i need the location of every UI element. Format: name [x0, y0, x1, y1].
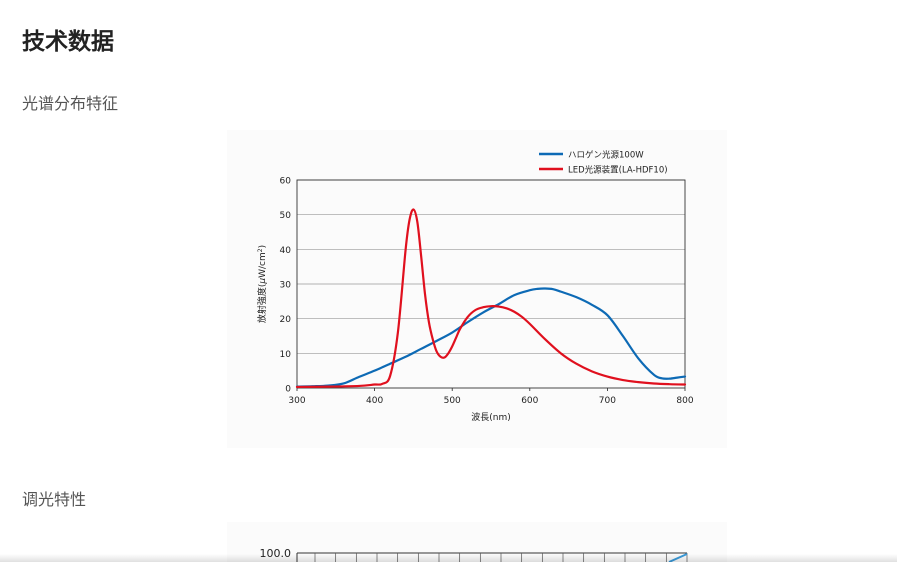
y-axis-label-sup: 2	[257, 248, 264, 252]
dimming-chart: 100.0	[227, 522, 727, 562]
x-tick-label-800: 800	[676, 396, 693, 406]
y-axis-label: 放射強度(μW/cm2)	[256, 245, 268, 323]
series-line-1	[295, 287, 687, 388]
dimming-chart-svg: 100.0	[260, 547, 688, 562]
y-tick-label-40: 40	[280, 246, 292, 256]
page-title: 技术数据	[22, 29, 114, 55]
bottom-fade	[0, 554, 897, 562]
x-axis-label: 波長(nm)	[471, 411, 511, 423]
y-tick-label-30: 30	[280, 281, 292, 291]
y-tick-label-50: 50	[280, 211, 292, 221]
spectrum-chart-svg: 0 10 20 30 40 50 60 300 400 500 600 700 800 ハロゲン光源100…	[256, 150, 694, 424]
plot-frame	[296, 179, 686, 389]
y-axis-label-suffix: )	[258, 245, 268, 249]
y-tick-label-10: 10	[280, 350, 292, 360]
x-tick-label-400: 400	[366, 396, 383, 406]
y-axis-label-prefix: 放射強度(	[256, 284, 268, 324]
y-tick-label-20: 20	[280, 315, 292, 325]
x-tick-label-600: 600	[521, 396, 538, 406]
series-line-2	[295, 208, 687, 389]
y-tick-label-60: 60	[280, 177, 292, 187]
x-tick-label-700: 700	[599, 396, 616, 406]
legend-label-1: ハロゲン光源100W	[568, 150, 644, 161]
series-line-start	[668, 553, 688, 562]
x-tick-label-300: 300	[288, 396, 305, 406]
y-tick-label-top: 100.0	[260, 547, 292, 560]
x-tick-label-500: 500	[444, 396, 461, 406]
section-title-spectrum: 光谱分布特征	[22, 94, 119, 113]
y-axis-label-mu: μ	[258, 278, 268, 285]
legend-label-2: LED光源装置(LA-HDF10)	[568, 165, 668, 176]
y-tick-label-0: 0	[285, 385, 291, 395]
y-axis-label-unit: W/cm	[258, 252, 268, 278]
spectrum-chart: 0 10 20 30 40 50 60 300 400 500 600 700 800 ハロゲン光源100…	[227, 130, 727, 448]
section-title-dimming: 调光特性	[22, 490, 87, 509]
